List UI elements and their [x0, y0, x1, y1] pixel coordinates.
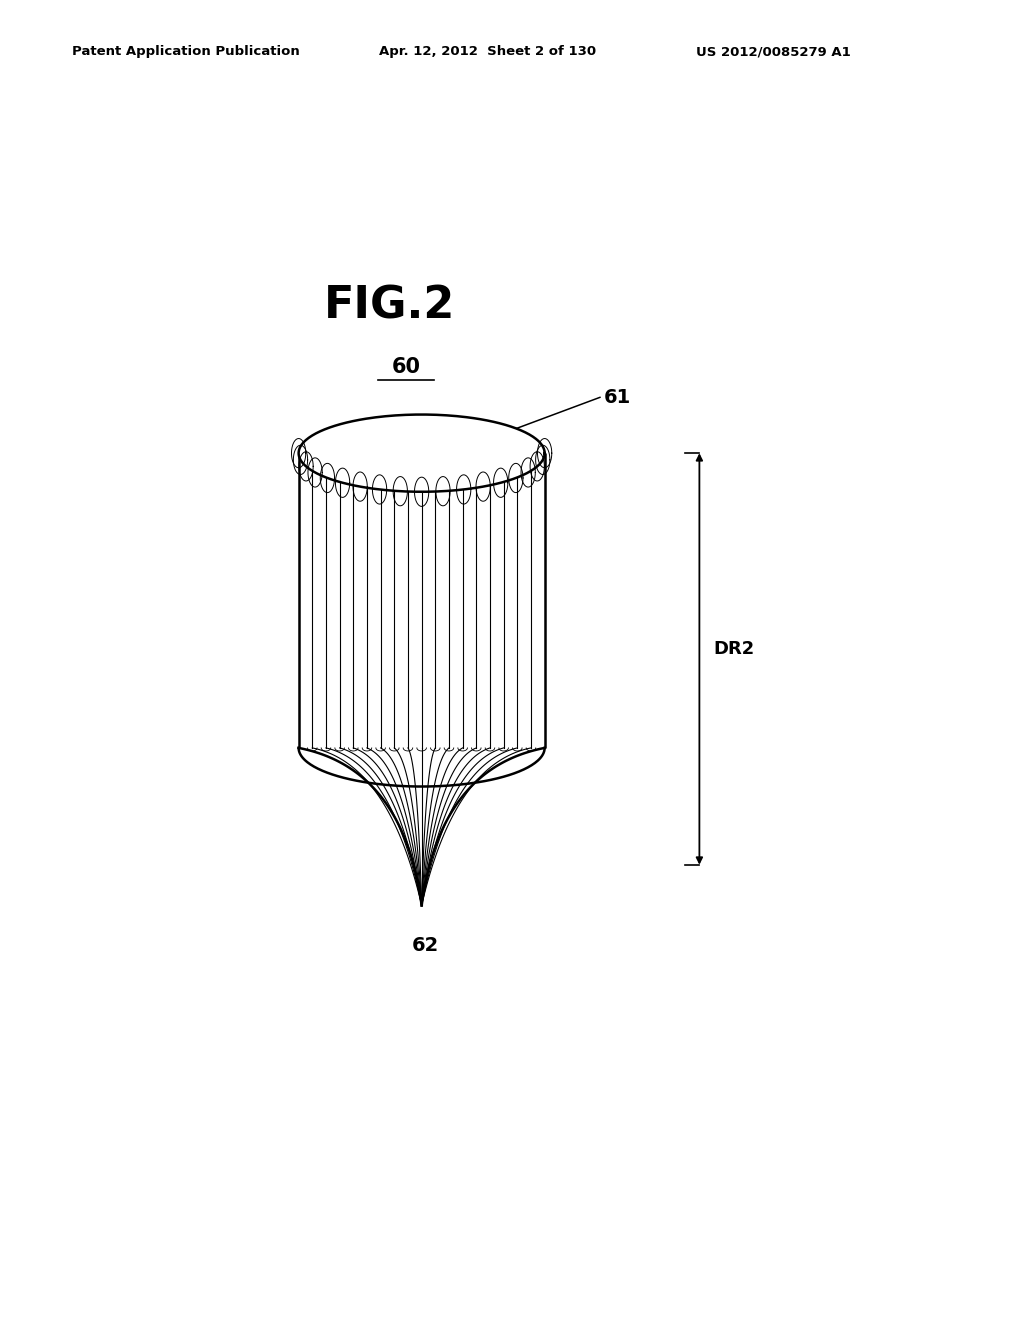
Text: Patent Application Publication: Patent Application Publication: [72, 45, 299, 58]
Text: 62: 62: [412, 936, 439, 954]
Text: DR2: DR2: [714, 640, 755, 657]
Text: US 2012/0085279 A1: US 2012/0085279 A1: [696, 45, 851, 58]
Text: FIG.2: FIG.2: [325, 284, 456, 327]
Text: 61: 61: [604, 388, 632, 407]
Ellipse shape: [299, 414, 545, 492]
Text: 60: 60: [391, 356, 420, 378]
Text: Apr. 12, 2012  Sheet 2 of 130: Apr. 12, 2012 Sheet 2 of 130: [379, 45, 596, 58]
